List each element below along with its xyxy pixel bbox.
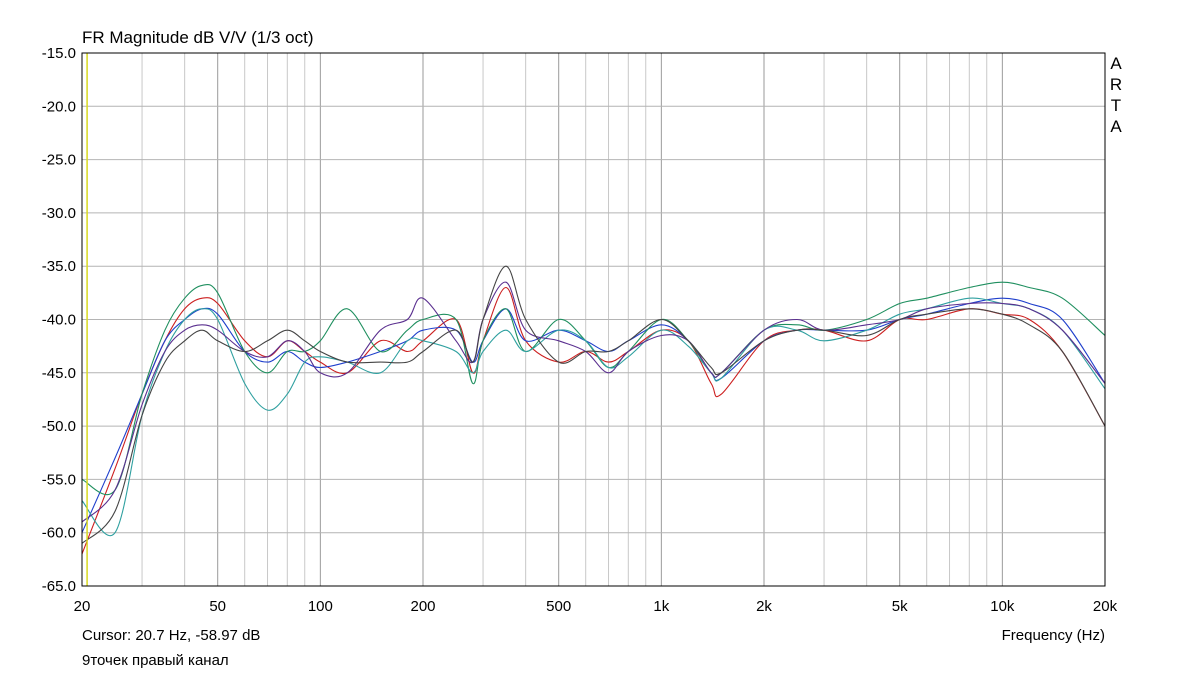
series-line-2 — [81, 297, 1106, 533]
cursor-readout: Cursor: 20.7 Hz, -58.97 dB — [82, 627, 260, 644]
x-tick-label: 20 — [74, 598, 91, 615]
series-line-3 — [81, 281, 1106, 496]
series-layer — [81, 265, 1106, 555]
plot-frame — [81, 52, 1106, 587]
axis-layer: -15.0 -20.0 -25.0 -30.0 -35.0 -40.0 -45.0 -50.0… — [42, 45, 1118, 615]
series-line-1 — [81, 286, 1106, 555]
x-tick-label: 100 — [308, 598, 333, 615]
x-tick-label: 200 — [410, 598, 435, 615]
series-line-6 — [81, 265, 1106, 544]
y-tick-label: -65.0 — [42, 578, 76, 595]
x-tick-label: 1k — [653, 598, 669, 615]
y-tick-label: -55.0 — [42, 471, 76, 488]
caption-label: 9точек правый канал — [82, 652, 229, 669]
x-tick-label: 10k — [990, 598, 1015, 615]
series-line-5 — [81, 281, 1106, 523]
watermark-letter: R — [1110, 75, 1122, 94]
x-tick-label: 5k — [892, 598, 908, 615]
grid-layer — [81, 52, 1106, 587]
x-tick-label: 2k — [756, 598, 772, 615]
y-tick-label: -50.0 — [42, 418, 76, 435]
x-axis-label: Frequency (Hz) — [1002, 627, 1105, 644]
chart-title: FR Magnitude dB V/V (1/3 oct) — [82, 28, 314, 47]
x-tick-label: 500 — [546, 598, 571, 615]
y-tick-label: -45.0 — [42, 365, 76, 382]
y-tick-label: -30.0 — [42, 205, 76, 222]
x-tick-label: 50 — [209, 598, 226, 615]
y-tick-label: -25.0 — [42, 152, 76, 169]
y-tick-label: -15.0 — [42, 45, 76, 62]
watermark-letter: T — [1111, 96, 1121, 115]
y-tick-label: -35.0 — [42, 258, 76, 275]
x-tick-label: 20k — [1093, 598, 1118, 615]
watermark-letter: A — [1110, 54, 1122, 73]
y-tick-label: -20.0 — [42, 98, 76, 115]
y-tick-label: -40.0 — [42, 312, 76, 329]
y-tick-label: -60.0 — [42, 525, 76, 542]
watermark-letter: A — [1110, 117, 1122, 136]
